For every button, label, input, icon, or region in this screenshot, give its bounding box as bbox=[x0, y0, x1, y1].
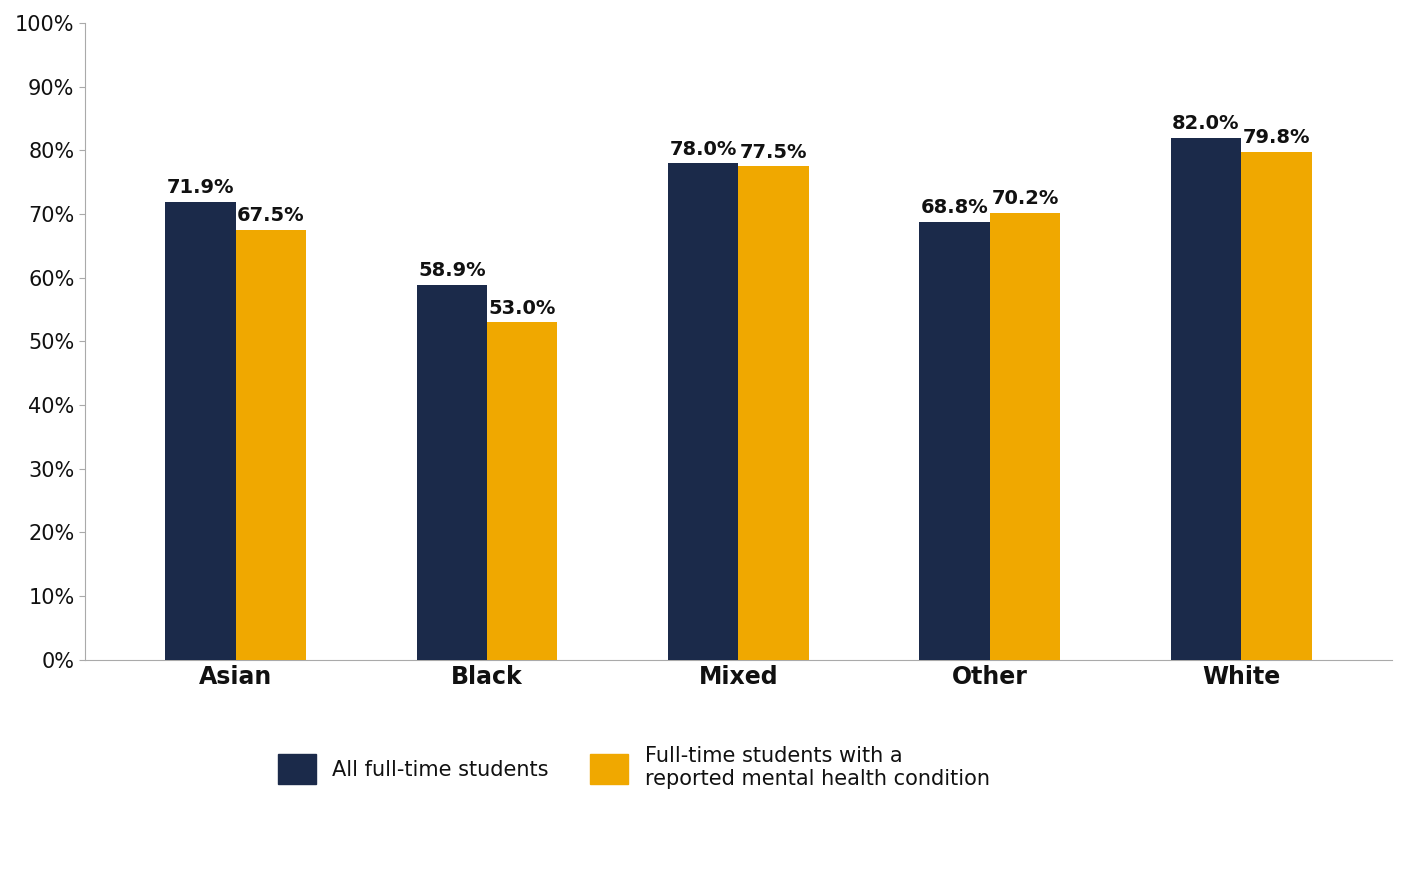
Legend: All full-time students, Full-time students with a
reported mental health conditi: All full-time students, Full-time studen… bbox=[279, 746, 989, 789]
Bar bbox=[739, 166, 809, 659]
Bar bbox=[236, 230, 307, 659]
Bar bbox=[989, 212, 1061, 659]
Text: 78.0%: 78.0% bbox=[670, 140, 737, 158]
Text: 67.5%: 67.5% bbox=[238, 206, 305, 226]
Text: 82.0%: 82.0% bbox=[1172, 114, 1240, 133]
Text: 77.5%: 77.5% bbox=[740, 142, 808, 162]
Bar bbox=[668, 163, 739, 659]
Text: 68.8%: 68.8% bbox=[920, 198, 989, 217]
Text: 79.8%: 79.8% bbox=[1242, 128, 1310, 147]
Text: 53.0%: 53.0% bbox=[488, 299, 556, 318]
Bar bbox=[416, 285, 487, 659]
Bar bbox=[1241, 151, 1311, 659]
Bar bbox=[919, 221, 989, 659]
Text: 58.9%: 58.9% bbox=[418, 261, 485, 281]
Text: 71.9%: 71.9% bbox=[167, 179, 235, 197]
Bar bbox=[1171, 137, 1241, 659]
Bar bbox=[487, 322, 557, 659]
Text: 70.2%: 70.2% bbox=[992, 189, 1058, 208]
Bar bbox=[166, 202, 236, 659]
